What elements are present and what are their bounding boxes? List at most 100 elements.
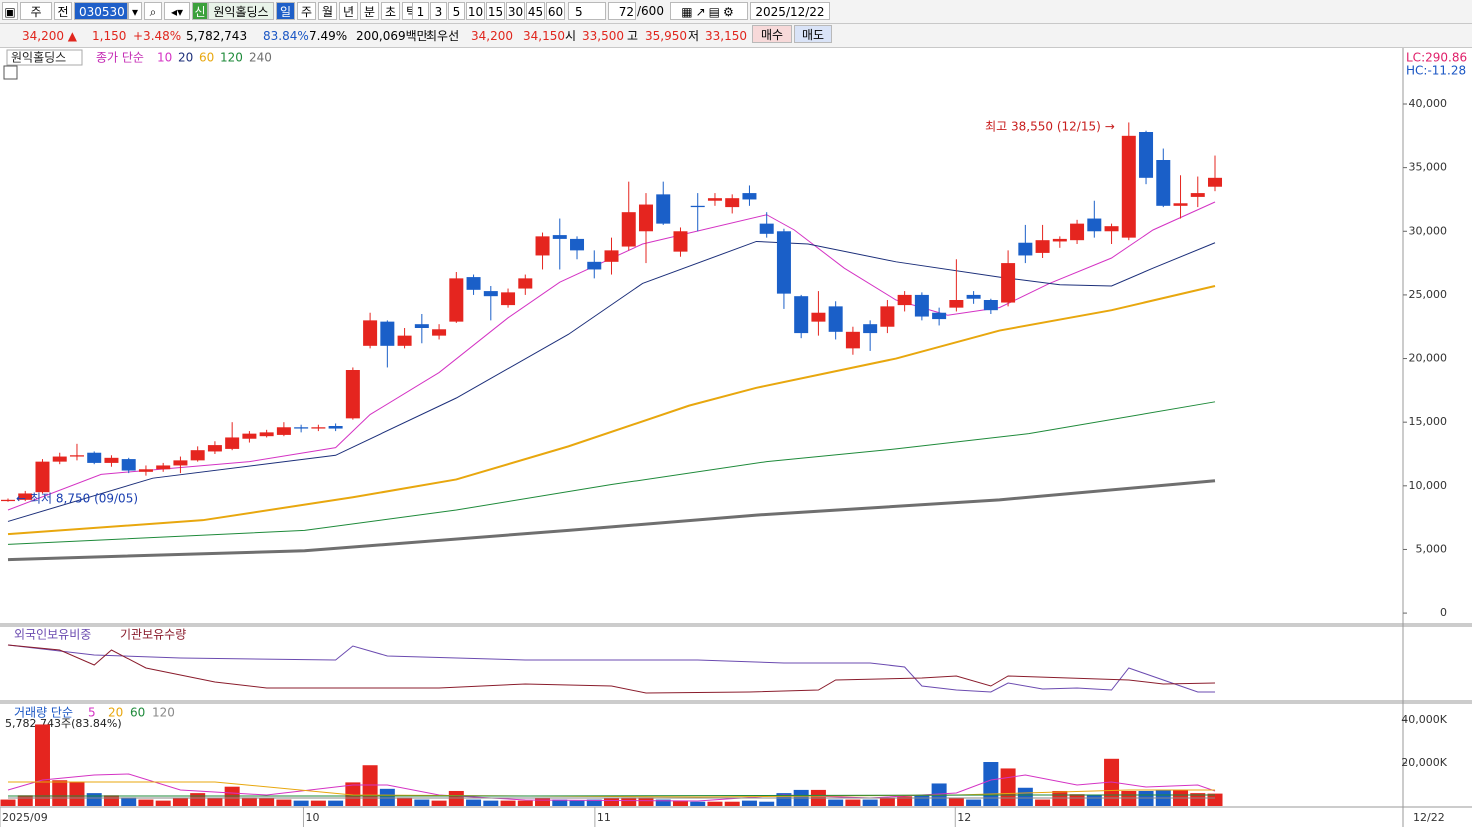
candle-body (776, 231, 791, 294)
volume-bar (328, 800, 344, 806)
toolbar-button[interactable]: 분 (360, 2, 379, 20)
buy-button[interactable]: 매수 (752, 25, 792, 43)
volume-bar (879, 797, 895, 806)
volume-bar (983, 762, 999, 806)
toolbar-button[interactable]: 45 (526, 2, 545, 20)
toolbar-button[interactable]: 15 (486, 2, 505, 20)
hc-label: HC:-11.28 (1406, 64, 1466, 78)
candle-body (1190, 193, 1205, 197)
volume-bar (966, 799, 982, 806)
volume-bar (431, 800, 447, 806)
toolbar-button[interactable]: 주 (297, 2, 316, 20)
volume-bar (690, 801, 706, 806)
candle-body (759, 223, 774, 234)
y-tick-label: 25,000 (1409, 288, 1448, 301)
toolbar-button[interactable]: 1 (412, 2, 429, 20)
candle-body (156, 465, 171, 470)
candle-body (949, 300, 964, 308)
panel-icon[interactable] (3, 65, 18, 80)
candle-body (87, 452, 102, 463)
change-pct: +3.48% (133, 29, 182, 43)
candle-body (1087, 218, 1102, 232)
quote-bar: 34,200 ▲ 1,150 +3.48% 5,782,743 83.84% 7… (0, 24, 1472, 48)
series-line (7, 479, 1216, 562)
low: 33,150 (705, 29, 747, 43)
candle-body (673, 231, 688, 252)
code-input[interactable]: 030530 (74, 2, 128, 20)
y-tick-label: 15,000 (1409, 415, 1448, 428)
search-button[interactable]: ⌕ (144, 2, 162, 20)
lc-label: LC:290.86 (1406, 51, 1467, 65)
candle-body (535, 236, 550, 256)
toolbar-button[interactable]: 월 (318, 2, 337, 20)
y-tick-label: 10,000 (1409, 479, 1448, 492)
annotation-arrow: ← (16, 492, 26, 506)
candle-body (707, 198, 722, 201)
toolbar-button[interactable]: 60 (546, 2, 565, 20)
candle-body (1052, 238, 1067, 242)
candle-body (742, 193, 757, 200)
candle-body (501, 292, 516, 306)
candle-body (69, 455, 84, 457)
bid: 34,150 (523, 29, 565, 43)
market-select[interactable]: 주 (20, 2, 52, 20)
best-label: 최우선 (426, 29, 460, 43)
volume-bar (69, 782, 85, 806)
sell-button[interactable]: 매도 (794, 25, 832, 43)
volume-bar (845, 799, 861, 806)
toolbar-button[interactable]: 3 (430, 2, 447, 20)
date-input[interactable]: 2025/12/22 (750, 2, 830, 20)
x-tick-label: 10 (305, 811, 319, 824)
interval-select[interactable]: 5 (568, 2, 606, 20)
candle-body (570, 238, 585, 251)
scope-button[interactable]: 전 (54, 2, 72, 20)
candle-body (138, 469, 153, 472)
menu-icon[interactable]: ▣ (2, 2, 18, 20)
volume-bar (1000, 768, 1016, 806)
volume-bar (310, 800, 326, 806)
volume-bar (1035, 799, 1051, 806)
volume-ratio: 83.84% (263, 29, 309, 43)
candle-body (52, 456, 67, 462)
candle-body (966, 294, 981, 299)
volume-bar (517, 800, 533, 806)
frame (0, 48, 1472, 827)
candle-body (880, 306, 895, 327)
candle-body (18, 493, 33, 500)
tool-icons[interactable]: ▦↗▤⚙ (670, 2, 748, 20)
volume-bar (862, 799, 878, 806)
legend: 10 (157, 51, 172, 65)
sound-button[interactable]: ◂▾ (164, 2, 190, 20)
toolbar-button[interactable]: 초 (381, 2, 400, 20)
volume-bar (638, 797, 654, 806)
volume-bar (397, 797, 413, 806)
toolbar-button[interactable]: 30 (506, 2, 525, 20)
legend: 기관보유수량 (120, 628, 186, 642)
volume-bar (604, 798, 620, 806)
toolbar-button[interactable]: 일 (276, 2, 295, 20)
title-box (6, 49, 83, 66)
candle-body (121, 459, 136, 471)
toolbar-button[interactable]: 10 (466, 2, 485, 20)
toolbar-button[interactable]: 년 (339, 2, 358, 20)
candle-body (242, 433, 257, 439)
volume-bar (34, 724, 50, 806)
candle-body (983, 300, 998, 311)
count-input[interactable]: 72 (608, 2, 636, 20)
candle-body (1173, 203, 1188, 206)
candle-body (552, 235, 567, 239)
series-line (8, 794, 1216, 797)
y-tick-label: 40,000K (1401, 713, 1447, 726)
candle-body (828, 306, 843, 332)
volume-bar (276, 799, 292, 806)
code-dropdown[interactable]: ▾ (128, 2, 142, 20)
volume-bar (759, 801, 775, 806)
legend: 240 (249, 51, 272, 65)
toolbar-button[interactable]: 5 (448, 2, 465, 20)
x-tick-label: 2025/09 (2, 811, 48, 824)
toolbar: ▣ 주 전 030530 ▾ ⌕ ◂▾ 신 원익홀딩스 일주월년분초틱13510… (0, 0, 1472, 24)
candle-body (104, 457, 119, 463)
legend: 외국인보유비중 (14, 628, 91, 642)
